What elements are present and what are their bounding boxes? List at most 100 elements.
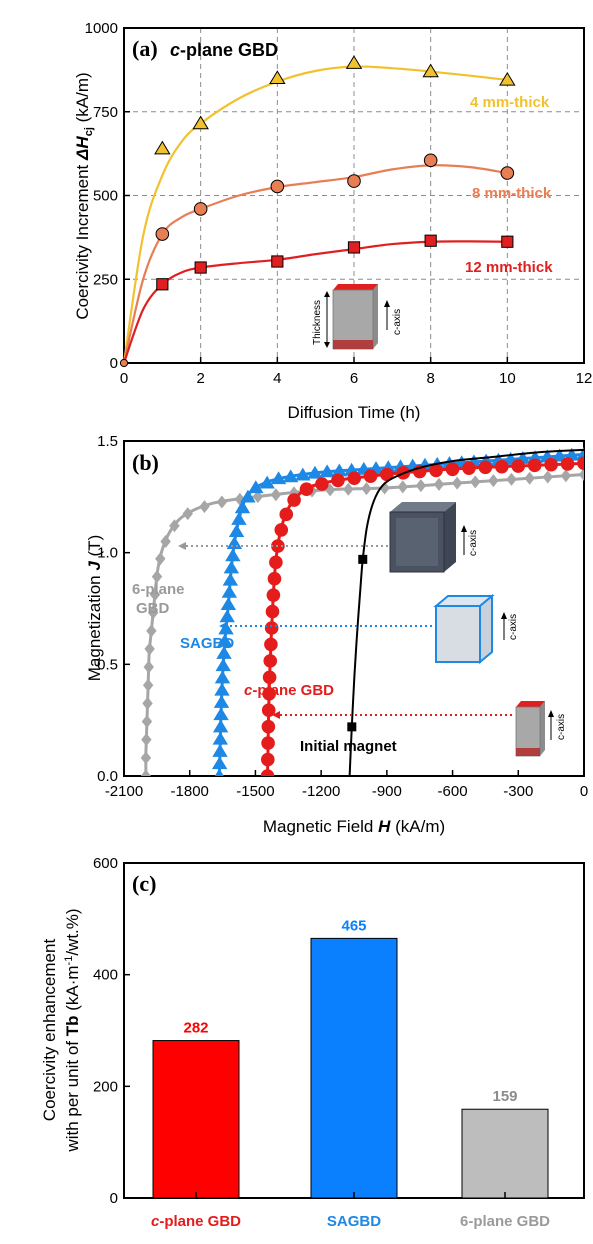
y-tick-label: 400 xyxy=(93,967,118,984)
data-point-series-2 xyxy=(478,460,493,475)
data-point-series-0 xyxy=(542,470,553,484)
x-tick-label: 8 xyxy=(426,370,434,387)
data-point-series-1 xyxy=(215,658,231,672)
data-point-series-2 xyxy=(279,507,294,522)
y-tick-label: 0.0 xyxy=(97,768,118,785)
data-point-series-1 xyxy=(240,489,256,503)
data-point-series-2 xyxy=(495,459,509,474)
y-tick-label: 1000 xyxy=(85,20,118,37)
data-point-series-1 xyxy=(270,471,287,485)
data-point-series-0 xyxy=(144,642,155,656)
x-tick-label: -1200 xyxy=(302,783,340,800)
data-point-series-1 xyxy=(259,475,275,489)
x-tick-label: 2 xyxy=(196,370,204,387)
inset-caxis-label-b3: c-axis xyxy=(556,714,567,740)
data-point-series-0 xyxy=(143,660,154,674)
data-point-series-0 xyxy=(361,482,372,496)
data-point-series-2 xyxy=(501,235,514,248)
inset-thickness-label: Thickness xyxy=(312,300,323,345)
data-point-series-2 xyxy=(260,752,275,767)
data-point-series-1 xyxy=(217,633,233,647)
panel-c-ylabel-line1: Coercivity enhancement xyxy=(40,939,59,1122)
data-point-series-2 xyxy=(262,686,276,701)
label-initial: Initial magnet xyxy=(300,738,397,755)
data-point-series-1 xyxy=(212,731,229,745)
data-point-series-2 xyxy=(424,234,437,247)
panel-a-series xyxy=(119,55,516,368)
cat-label-cplane: c-plane GBD xyxy=(151,1213,241,1230)
data-point-series-1 xyxy=(212,719,229,733)
data-point-series-0 xyxy=(422,63,439,78)
data-point-series-2 xyxy=(544,457,558,472)
panel-c-bars: 282 465 159 xyxy=(152,917,549,1199)
bar-value-label-2: 159 xyxy=(492,1088,517,1105)
data-point-series-0 xyxy=(415,479,427,493)
x-tick-label: -300 xyxy=(503,783,533,800)
data-point-series-1 xyxy=(214,768,224,776)
cat-label-6plane: 6-plane GBD xyxy=(460,1213,550,1230)
panel-b-inset-gray-cube: c-axis xyxy=(389,502,479,573)
data-point-series-0 xyxy=(560,469,572,483)
x-tick-label: 12 xyxy=(576,370,593,387)
data-point-series-1 xyxy=(551,448,568,462)
data-point-series-0 xyxy=(470,475,481,489)
data-point-series-1 xyxy=(223,560,240,574)
data-point-series-1 xyxy=(220,597,237,611)
panel-a-xlabel: Diffusion Time (h) xyxy=(288,403,421,422)
panel-c-ticks: 0 200 400 600 xyxy=(93,855,130,1207)
x-tick-label: -600 xyxy=(438,783,468,800)
data-point-series-2 xyxy=(560,457,575,471)
label-12mm: 12 mm-thick xyxy=(465,259,553,276)
data-point-series-0 xyxy=(147,606,159,620)
panel-b-xlabel: Magnetic Field H (kA/m) xyxy=(263,817,445,836)
data-point-series-2 xyxy=(429,463,443,478)
data-point-series-0 xyxy=(146,624,157,638)
bar-2 xyxy=(461,1108,549,1199)
data-point-series-1 xyxy=(219,609,235,623)
label-4mm: 4 mm-thick xyxy=(470,94,550,111)
label-8mm: 8 mm-thick xyxy=(472,185,552,202)
inset-caxis-label-b2: c-axis xyxy=(508,614,519,640)
data-point-series-1 xyxy=(214,682,230,696)
x-tick-label: -1500 xyxy=(236,783,274,800)
data-point-series-0 xyxy=(182,507,193,521)
data-point-series-2 xyxy=(462,461,476,475)
data-point-series-0 xyxy=(499,71,516,86)
data-point-series-0 xyxy=(141,733,152,747)
panel-a-ticks: 0 2 4 6 8 10 12 0 250 500 750 1000 xyxy=(85,20,593,387)
data-point-series-2 xyxy=(315,477,329,491)
label-cplane: c-plane GBD xyxy=(244,682,334,699)
data-point-series-1 xyxy=(228,524,245,537)
data-point-series-1 xyxy=(221,584,238,598)
data-point-series-2 xyxy=(511,459,526,473)
data-point-series-2 xyxy=(271,255,284,268)
data-point-series-0 xyxy=(160,535,171,549)
data-point-series-1 xyxy=(155,227,170,241)
data-point-series-2 xyxy=(287,493,301,507)
data-point-series-2 xyxy=(261,736,275,750)
data-point-series-2 xyxy=(264,637,278,652)
data-point-series-0 xyxy=(578,468,584,481)
panel-b-letter: (b) xyxy=(132,450,159,475)
data-point-series-3 xyxy=(358,554,368,564)
bar-value-label-0: 282 xyxy=(183,1020,208,1037)
data-point-series-1 xyxy=(500,166,515,180)
data-point-series-2 xyxy=(445,462,460,477)
data-point-series-2 xyxy=(527,458,542,473)
data-point-series-0 xyxy=(216,495,228,509)
data-point-series-0 xyxy=(140,769,152,776)
data-point-series-1 xyxy=(270,179,285,194)
data-point-series-0 xyxy=(142,696,153,710)
y-tick-label: 600 xyxy=(93,855,118,872)
y-tick-label: 0 xyxy=(110,355,118,372)
inset-caxis-label-b1: c-axis xyxy=(468,530,479,556)
x-tick-label: -2100 xyxy=(105,783,143,800)
data-point-series-2 xyxy=(265,604,280,619)
data-point-series-0 xyxy=(343,482,354,496)
x-tick-label: -1800 xyxy=(171,783,209,800)
origin-point xyxy=(119,358,129,368)
data-point-series-0 xyxy=(270,488,282,502)
data-point-series-0 xyxy=(345,55,363,69)
data-point-series-1 xyxy=(248,480,264,494)
